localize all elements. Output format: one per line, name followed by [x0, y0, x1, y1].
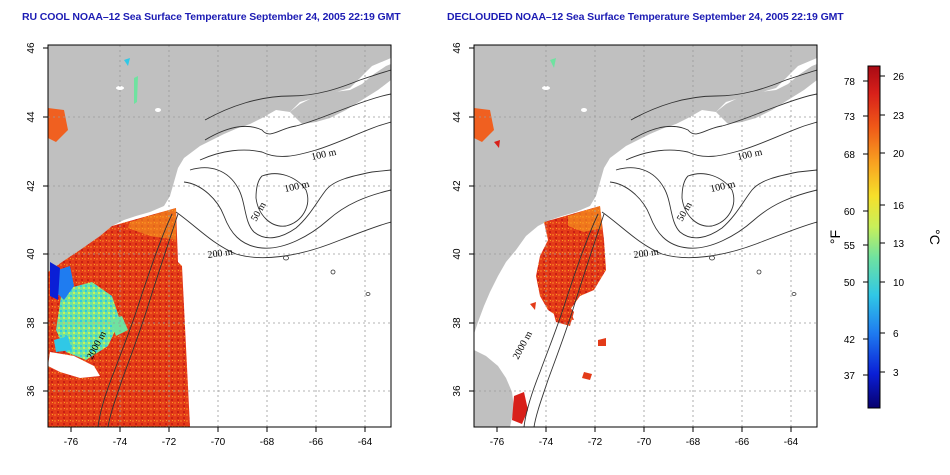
right-sst-patch-north [474, 108, 494, 142]
celsius-unit-label: °C [927, 229, 943, 245]
right-lat-tick: 40 [452, 248, 463, 260]
left-map-frame [47, 44, 392, 428]
right-lat-tick: 46 [452, 42, 463, 54]
right-map-panel: 100 m 100 m 50 m 200 m 2000 m -76 -74 -7… [452, 42, 818, 448]
celsius-tick: 23 [893, 111, 905, 122]
right-land-south [474, 350, 514, 427]
temperature-colorbar: 78 73 68 60 55 50 42 37 26 23 20 16 13 1… [827, 65, 943, 409]
right-lon-tick: -72 [588, 437, 603, 448]
left-grid [48, 45, 391, 427]
left-lat-tick: 46 [26, 42, 37, 54]
left-label-100m-south: 100 m [283, 179, 310, 195]
right-label-100m-south: 100 m [709, 179, 736, 195]
right-sst-main [536, 206, 606, 320]
fahrenheit-tick: 55 [844, 241, 856, 252]
left-lon-ticks: -76 -74 -72 -70 -68 -66 -64 [64, 437, 373, 448]
left-lon-tick: -76 [64, 437, 79, 448]
left-lon-tick: -72 [162, 437, 177, 448]
fahrenheit-tick: 37 [844, 371, 856, 382]
left-map-panel: 100 m 100 m 50 m 200 m 2000 m -76 -74 -7… [26, 42, 392, 448]
fahrenheit-tick: 42 [844, 335, 856, 346]
celsius-tick: 26 [893, 72, 905, 83]
fahrenheit-tick: 60 [844, 207, 856, 218]
left-lon-tick: -70 [211, 437, 226, 448]
fahrenheit-tick: 78 [844, 77, 856, 88]
celsius-tick: 10 [893, 278, 905, 289]
right-lon-tick: -70 [637, 437, 652, 448]
right-label-100m-north: 100 m [736, 147, 763, 163]
left-lat-ticks: 46 44 42 40 38 36 [26, 42, 37, 397]
left-map-title: RU COOL NOAA–12 Sea Surface Temperature … [22, 11, 401, 23]
left-lon-tick: -66 [309, 437, 324, 448]
left-lat-tick: 44 [26, 111, 37, 123]
celsius-tick: 20 [893, 149, 905, 160]
left-contours [97, 69, 391, 427]
right-lat-tick: 38 [452, 317, 463, 329]
fahrenheit-unit-label: °F [827, 230, 843, 244]
fahrenheit-tick: 68 [844, 150, 856, 161]
fahrenheit-tick: 50 [844, 278, 856, 289]
celsius-tick: 16 [893, 201, 905, 212]
right-lat-tick: 44 [452, 111, 463, 123]
left-lat-tick: 40 [26, 248, 37, 260]
right-contours [523, 69, 817, 427]
celsius-tick: 3 [893, 368, 899, 379]
right-lon-tick: -74 [539, 437, 554, 448]
left-lat-tick: 42 [26, 180, 37, 192]
fahrenheit-ticks: 78 73 68 60 55 50 42 37 [844, 77, 856, 382]
right-map-frame [473, 44, 818, 428]
left-label-200m: 200 m [207, 247, 234, 261]
left-sst-patch-north [48, 108, 68, 142]
left-lat-tick: 36 [26, 385, 37, 397]
right-lon-tick: -66 [735, 437, 750, 448]
celsius-tick: 6 [893, 329, 899, 340]
left-lon-tick: -64 [358, 437, 373, 448]
fahrenheit-tick: 73 [844, 112, 856, 123]
right-nova-scotia [716, 64, 817, 124]
left-label-100m-north: 100 m [310, 147, 337, 163]
right-grid [474, 45, 817, 427]
celsius-ticks: 26 23 20 16 13 10 6 3 [893, 72, 905, 379]
right-lat-tick: 36 [452, 385, 463, 397]
right-label-200m: 200 m [633, 247, 660, 261]
right-lon-tick: -76 [490, 437, 505, 448]
celsius-tick: 13 [893, 239, 905, 250]
right-lat-ticks: 46 44 42 40 38 36 [452, 42, 463, 397]
left-lon-tick: -68 [260, 437, 275, 448]
right-map-title: DECLOUDED NOAA–12 Sea Surface Temperatur… [447, 11, 844, 23]
right-lat-tick: 42 [452, 180, 463, 192]
left-lat-tick: 38 [26, 317, 37, 329]
right-lon-tick: -68 [686, 437, 701, 448]
left-nova-scotia [290, 64, 391, 124]
left-lon-tick: -74 [113, 437, 128, 448]
right-lon-ticks: -76 -74 -72 -70 -68 -66 -64 [490, 437, 799, 448]
colorbar-gradient [867, 65, 881, 409]
right-lon-tick: -64 [784, 437, 799, 448]
